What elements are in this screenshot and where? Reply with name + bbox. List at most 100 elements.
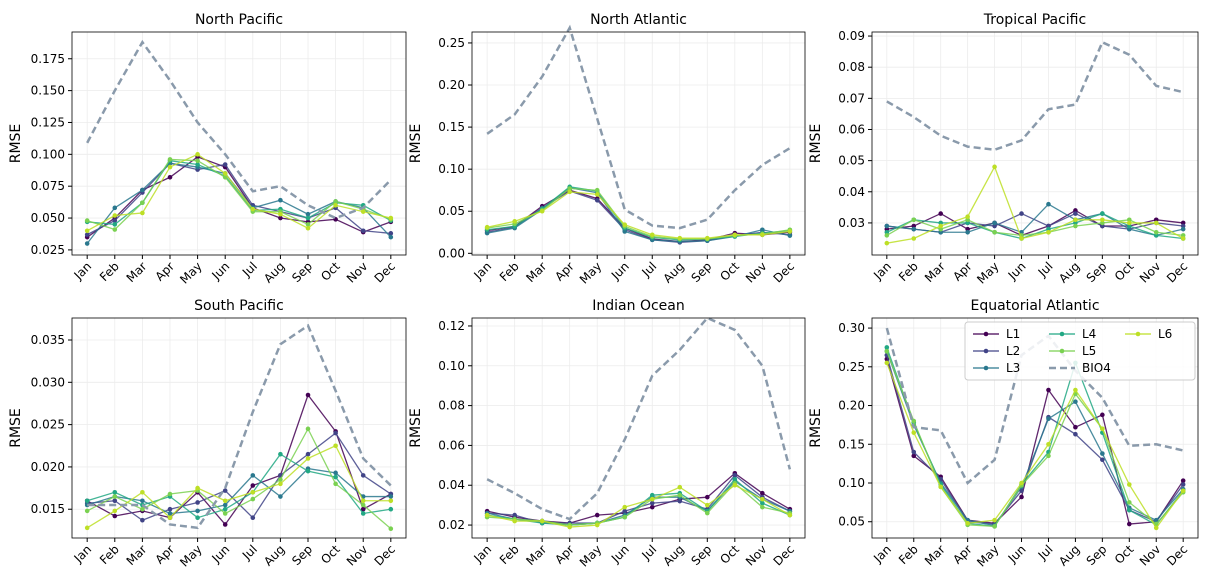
x-tick-label: May <box>177 259 204 286</box>
baseline-line <box>885 327 1184 485</box>
series-marker <box>567 524 572 530</box>
series-marker <box>250 515 256 520</box>
y-tick-label: 0.075 <box>31 179 65 193</box>
series-marker <box>1073 217 1078 223</box>
x-tick-label: May <box>974 259 1001 286</box>
series-marker <box>112 508 118 514</box>
baseline-line <box>86 39 392 220</box>
series-marker <box>333 199 338 204</box>
series-marker <box>760 227 765 233</box>
series-marker <box>222 171 228 176</box>
legend-label: BIO4 <box>1082 361 1111 375</box>
legend-label: L2 <box>1006 344 1020 358</box>
series-marker <box>360 228 366 234</box>
series-marker <box>167 164 173 170</box>
panel-title: Equatorial Atlantic <box>970 298 1099 314</box>
x-tick-label: Aug <box>261 259 287 285</box>
series-marker <box>884 345 890 350</box>
series-marker <box>388 215 394 221</box>
legend-marker <box>983 365 989 371</box>
x-tick-label: Feb <box>97 259 122 284</box>
series-marker <box>1100 217 1105 223</box>
x-tick-label: Jul <box>1035 259 1056 280</box>
x-tick-label: Nov <box>344 259 370 285</box>
y-tick-label: 0.20 <box>838 399 865 413</box>
y-tick-label: 0.10 <box>838 476 865 490</box>
y-tick-label: 0.07 <box>838 91 865 105</box>
series-marker <box>677 235 683 241</box>
series-marker <box>938 211 944 216</box>
series-marker <box>195 158 200 164</box>
series-marker <box>760 496 765 502</box>
series-marker <box>250 496 256 502</box>
series-marker <box>911 217 917 223</box>
y-tick-label: 0.020 <box>31 460 65 474</box>
x-tick-label: Jan <box>870 259 894 283</box>
y-tick-label: 0.00 <box>438 246 465 260</box>
x-tick-label: Apr <box>950 542 975 567</box>
y-tick-label: 0.04 <box>838 185 865 199</box>
x-tick-label: Oct <box>1112 542 1137 567</box>
x-tick-label: Dec <box>771 542 797 568</box>
plot-frame <box>71 317 407 539</box>
x-tick-label: Feb <box>497 542 522 567</box>
series-marker <box>1126 507 1132 513</box>
y-tick-label: 0.175 <box>31 52 65 66</box>
x-tick-label: Sep <box>689 542 715 568</box>
y-tick-label: 0.06 <box>838 122 865 136</box>
series-marker <box>222 522 228 527</box>
series-marker <box>360 498 366 504</box>
series-marker <box>1046 229 1051 235</box>
y-tick-label: 0.25 <box>838 360 865 374</box>
x-tick-label: May <box>974 542 1001 569</box>
x-tick-label: May <box>177 542 204 569</box>
x-tick-label: Mar <box>523 542 549 568</box>
series-marker <box>1046 416 1051 422</box>
series-marker <box>195 485 200 491</box>
series-marker <box>649 492 655 498</box>
series-marker <box>195 515 200 520</box>
x-tick-label: Aug <box>1056 542 1082 568</box>
y-tick-label: 0.100 <box>31 147 65 161</box>
legend-marker <box>1059 331 1065 337</box>
series-marker <box>195 152 200 157</box>
series-marker <box>594 198 600 203</box>
y-tick-label: 0.08 <box>438 399 465 413</box>
series-marker <box>1073 399 1078 404</box>
series-marker <box>594 187 600 193</box>
series-marker <box>622 222 628 228</box>
series-marker <box>305 451 311 457</box>
series-marker <box>1100 412 1105 418</box>
y-axis-label: RMSE <box>408 124 424 164</box>
series-marker <box>360 506 366 512</box>
y-tick-label: 0.05 <box>438 204 465 218</box>
series-line <box>886 165 1184 244</box>
series-marker <box>884 240 890 246</box>
x-tick-label: Jan <box>71 259 95 283</box>
series-marker <box>140 490 145 495</box>
series-marker <box>84 232 90 237</box>
series-marker <box>484 512 490 518</box>
series-marker <box>222 162 228 167</box>
legend-marker <box>983 331 989 337</box>
y-tick-label: 0.09 <box>838 29 865 43</box>
series-marker <box>140 506 145 512</box>
series-marker <box>512 512 517 518</box>
series-marker <box>622 504 628 510</box>
series-marker <box>333 474 338 480</box>
series-marker <box>539 208 545 214</box>
series-marker <box>112 222 118 227</box>
x-tick-label: Jun <box>608 259 632 283</box>
series-marker <box>677 498 683 504</box>
series-marker <box>140 498 145 504</box>
series-marker <box>167 491 173 497</box>
series-line <box>487 478 791 526</box>
x-tick-label: Jun <box>1005 259 1029 283</box>
series-marker <box>195 508 200 514</box>
series-marker <box>112 218 118 223</box>
series-marker <box>333 430 338 436</box>
series-marker <box>1046 387 1051 393</box>
y-tick-label: 0.15 <box>438 120 465 134</box>
series-marker <box>305 222 311 227</box>
